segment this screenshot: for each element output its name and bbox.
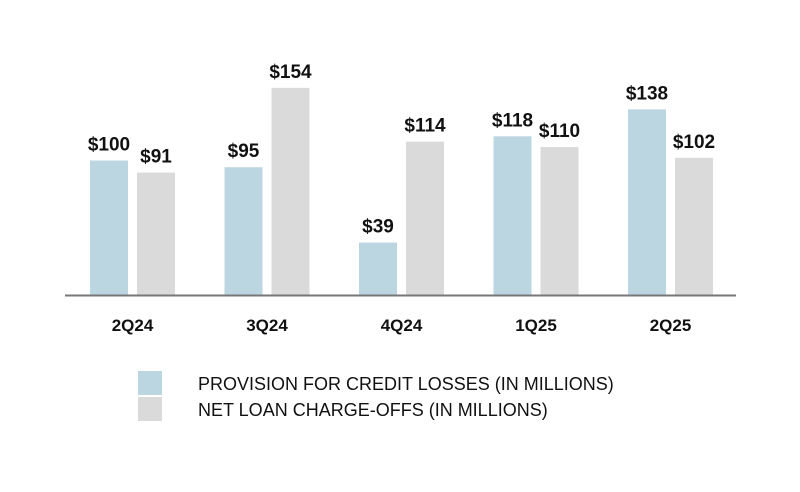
value-label-2q24-series-1: $91 — [140, 147, 172, 168]
legend-label-net-charge-offs: NET LOAN CHARGE-OFFS (IN MILLIONS) — [198, 400, 548, 420]
value-label-2q24-series-0: $100 — [88, 135, 130, 156]
x-tick-label-3q24: 3Q24 — [246, 316, 288, 335]
bar-2q24-series-1 — [137, 172, 175, 295]
bar-1q25-series-1 — [540, 147, 579, 295]
bar-3q24-series-0 — [224, 167, 263, 295]
legend: PROVISION FOR CREDIT LOSSES (IN MILLIONS… — [138, 371, 614, 421]
value-label-3q24-series-0: $95 — [228, 141, 260, 162]
bar-4q24-series-0 — [359, 242, 397, 295]
legend-label-provision: PROVISION FOR CREDIT LOSSES (IN MILLIONS… — [198, 374, 614, 394]
value-label-4q24-series-1: $114 — [404, 116, 446, 137]
value-label-2q25-series-0: $138 — [626, 83, 668, 104]
bars-group — [90, 87, 713, 296]
x-tick-label-1q25: 1Q25 — [515, 316, 557, 335]
bar-4q24-series-1 — [406, 141, 444, 295]
value-label-1q25-series-1: $110 — [539, 121, 580, 142]
legend-swatch-net-charge-offs — [138, 397, 162, 421]
value-label-3q24-series-1: $154 — [269, 62, 312, 83]
value-label-1q25-series-0: $118 — [492, 110, 533, 131]
bar-1q25-series-0 — [493, 136, 532, 295]
x-tick-label-4q24: 4Q24 — [381, 316, 423, 335]
legend-swatch-provision — [138, 371, 162, 395]
x-tick-label-2q24: 2Q24 — [112, 316, 154, 335]
x-tick-labels-group: 2Q24 3Q24 4Q24 1Q25 2Q25 — [112, 316, 692, 335]
x-tick-label-2q25: 2Q25 — [650, 316, 692, 335]
bar-2q24-series-0 — [90, 160, 128, 295]
value-label-2q25-series-1: $102 — [673, 132, 715, 153]
bar-2q25-series-1 — [675, 157, 713, 295]
bar-3q24-series-1 — [271, 87, 310, 296]
value-label-4q24-series-0: $39 — [362, 217, 394, 238]
value-labels-group: $100 $91 $95 $154 $39 $114 $118 $110 $138 $102 — [88, 62, 715, 238]
bar-2q25-series-0 — [628, 109, 666, 295]
